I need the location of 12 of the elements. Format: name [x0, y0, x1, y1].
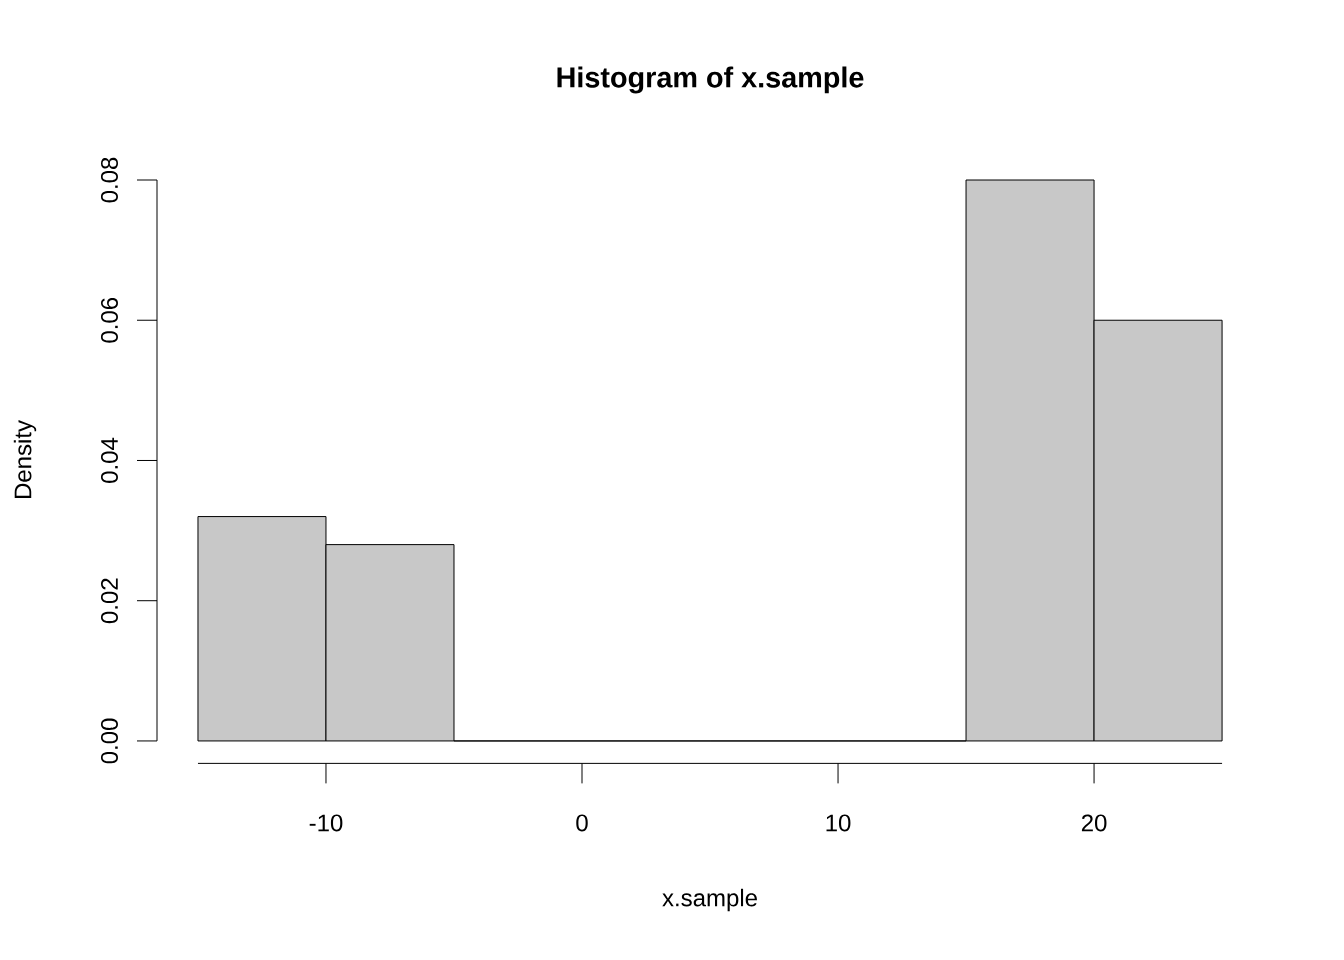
x-tick-label: 20: [1081, 814, 1107, 832]
x-tick-label: -10: [309, 814, 343, 832]
x-axis-title: x.sample: [662, 888, 757, 912]
x-tick-label: 0: [576, 814, 588, 832]
chart-title: Histogram of x.sample: [557, 66, 864, 94]
y-tick-label: 0.04: [100, 437, 118, 483]
x-tick-label: 10: [826, 814, 851, 832]
y-tick-label: 0.00: [100, 718, 118, 764]
y-axis-title: Density: [13, 420, 37, 499]
y-tick-label: 0.06: [100, 297, 118, 343]
y-tick-label: 0.08: [100, 157, 118, 203]
y-tick-label: 0.02: [100, 578, 118, 624]
